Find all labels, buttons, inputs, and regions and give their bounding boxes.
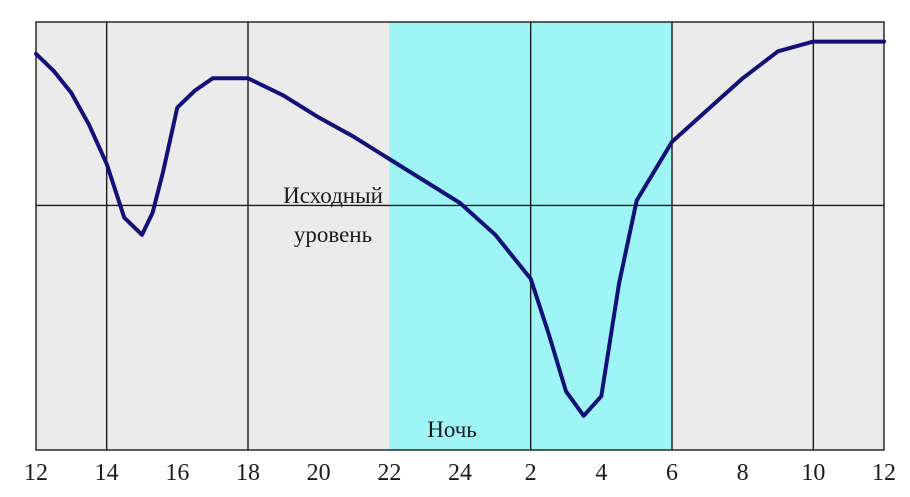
plot-frame (35, 21, 885, 451)
reference-label-line2: уровень (294, 222, 372, 247)
x-tick-label: 2 (525, 460, 537, 486)
x-tick-label: 12 (872, 460, 896, 486)
x-tick-label: 8 (737, 460, 749, 486)
x-tick-label: 18 (236, 460, 260, 486)
x-tick-label: 14 (95, 460, 119, 486)
x-tick-label: 24 (448, 460, 472, 486)
x-tick-label: 6 (666, 460, 678, 486)
x-tick-label: 10 (801, 460, 825, 486)
x-tick-label: 16 (165, 460, 189, 486)
x-tick-label: 22 (377, 460, 401, 486)
x-tick-label: 4 (595, 460, 607, 486)
series-line (34, 39, 886, 418)
vertical-grid (105, 22, 815, 450)
night-label: Ночь (427, 417, 477, 442)
x-tick-label: 12 (24, 460, 48, 486)
x-tick-label: 20 (307, 460, 331, 486)
x-axis-ticks: 12 14 16 18 20 22 24 2 4 6 8 10 12 (24, 460, 896, 486)
reference-label-line1: Исходный (283, 183, 383, 208)
